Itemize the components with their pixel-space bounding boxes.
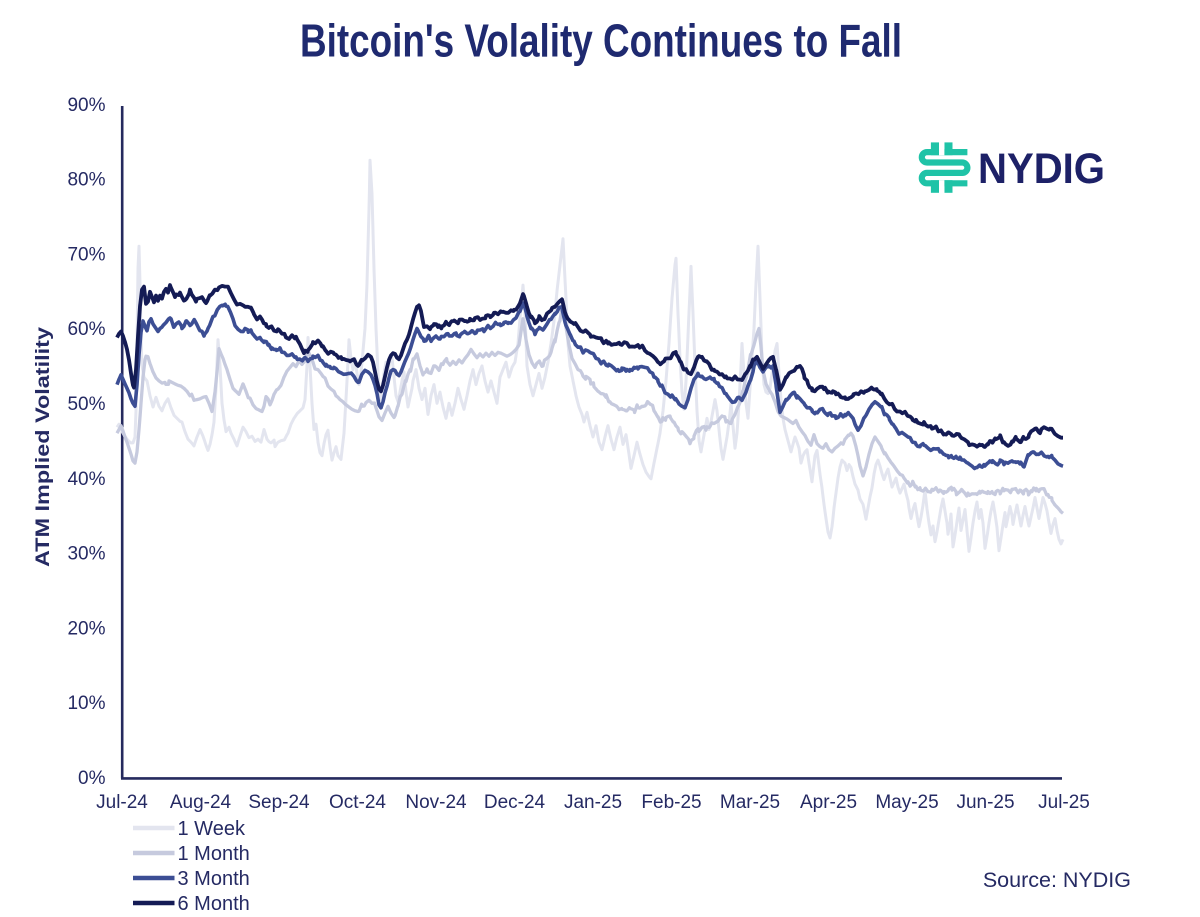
- svg-text:0%: 0%: [78, 768, 106, 789]
- svg-text:3 Month: 3 Month: [178, 868, 250, 890]
- svg-text:Mar-25: Mar-25: [720, 792, 780, 813]
- svg-text:May-25: May-25: [875, 792, 938, 813]
- svg-text:20%: 20%: [67, 618, 105, 639]
- svg-text:Jul-25: Jul-25: [1038, 792, 1090, 813]
- svg-text:60%: 60%: [67, 319, 105, 340]
- svg-text:Source: NYDIG: Source: NYDIG: [983, 868, 1131, 892]
- svg-text:Apr-25: Apr-25: [800, 792, 857, 813]
- svg-text:90%: 90%: [67, 95, 105, 116]
- svg-text:Feb-25: Feb-25: [641, 792, 701, 813]
- svg-text:Jun-25: Jun-25: [956, 792, 1014, 813]
- svg-text:30%: 30%: [67, 544, 105, 565]
- svg-text:1 Month: 1 Month: [178, 843, 250, 865]
- svg-text:6 Month: 6 Month: [178, 893, 250, 915]
- svg-text:Nov-24: Nov-24: [405, 792, 467, 813]
- svg-text:Jul-24: Jul-24: [96, 792, 148, 813]
- svg-text:Sep-24: Sep-24: [248, 792, 310, 813]
- svg-text:10%: 10%: [67, 693, 105, 714]
- svg-text:Dec-24: Dec-24: [484, 792, 546, 813]
- svg-text:40%: 40%: [67, 469, 105, 490]
- svg-text:Aug-24: Aug-24: [170, 792, 232, 813]
- svg-text:50%: 50%: [67, 394, 105, 415]
- svg-text:1 Week: 1 Week: [178, 818, 246, 840]
- svg-text:ATM Implied Volatility: ATM Implied Volatility: [32, 327, 54, 567]
- svg-text:Jan-25: Jan-25: [564, 792, 622, 813]
- svg-text:70%: 70%: [67, 244, 105, 265]
- svg-text:NYDIG: NYDIG: [978, 145, 1105, 193]
- svg-text:80%: 80%: [67, 170, 105, 191]
- svg-text:Oct-24: Oct-24: [329, 792, 386, 813]
- svg-text:Bitcoin's Volality Continues t: Bitcoin's Volality Continues to Fall: [300, 15, 902, 67]
